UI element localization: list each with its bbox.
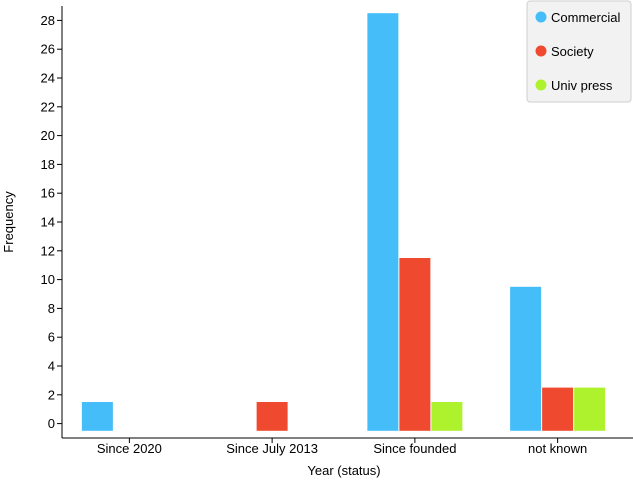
legend-marker xyxy=(535,45,547,57)
y-tick-label: 16 xyxy=(41,186,55,201)
bar-society xyxy=(542,387,574,431)
y-tick-label: 14 xyxy=(41,215,55,230)
legend-label: Commercial xyxy=(551,10,620,25)
y-tick-label: 26 xyxy=(41,42,55,57)
y-tick-label: 28 xyxy=(41,13,55,28)
x-axis-ticks: Since 2020 Since July 2013 Since founded no… xyxy=(97,438,587,456)
y-tick-label: 2 xyxy=(48,387,55,402)
legend-marker xyxy=(535,11,547,23)
legend-box xyxy=(526,0,632,103)
y-tick-label: 12 xyxy=(41,243,55,258)
bar-society xyxy=(399,258,431,431)
y-tick-label: 4 xyxy=(48,359,55,374)
bar-commercial xyxy=(510,286,542,431)
bar-commercial xyxy=(367,13,399,431)
x-tick-label: Since 2020 xyxy=(97,441,162,456)
y-axis-title: Frequency xyxy=(1,191,16,253)
y-tick-label: 8 xyxy=(48,301,55,316)
y-tick-label: 22 xyxy=(41,99,55,114)
y-tick-label: 10 xyxy=(41,272,55,287)
bars xyxy=(81,13,606,431)
y-tick-label: 18 xyxy=(41,157,55,172)
y-tick-label: 0 xyxy=(48,416,55,431)
legend-marker xyxy=(535,79,547,91)
legend: Commercial Society Univ press xyxy=(526,0,632,103)
y-tick-label: 24 xyxy=(41,71,55,86)
bar-commercial xyxy=(81,402,113,431)
x-tick-label: Since founded xyxy=(373,441,456,456)
bar-society xyxy=(256,402,288,431)
y-tick-label: 20 xyxy=(41,128,55,143)
bar-univ-press xyxy=(574,387,606,431)
x-tick-label: Since July 2013 xyxy=(226,441,318,456)
legend-label: Society xyxy=(551,44,594,59)
y-tick-label: 6 xyxy=(48,330,55,345)
x-tick-label: not known xyxy=(528,441,587,456)
legend-label: Univ press xyxy=(551,78,613,93)
bar-univ-press xyxy=(431,402,463,431)
x-axis-title: Year (status) xyxy=(307,463,380,478)
